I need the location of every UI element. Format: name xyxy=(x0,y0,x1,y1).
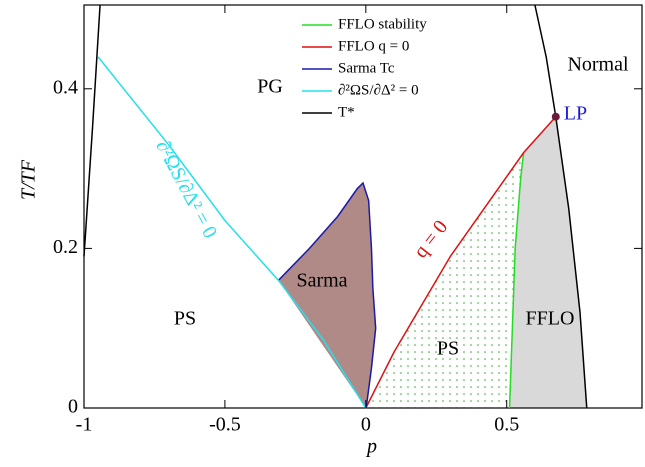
legend-label: Sarma Tc xyxy=(338,60,395,76)
annotation: Normal xyxy=(567,54,629,76)
fflo-region xyxy=(509,116,587,408)
x-axis-label: p xyxy=(365,436,377,458)
curve xyxy=(83,4,588,409)
y-tick-label: 0 xyxy=(68,396,78,418)
point xyxy=(551,112,560,121)
x-tick-label: -0.5 xyxy=(209,414,241,436)
x-tick-label: -1 xyxy=(76,414,93,436)
annotation: PS xyxy=(174,308,196,330)
annotation: PS xyxy=(437,338,459,360)
legend-label: T* xyxy=(338,104,355,120)
y-axis-label: T/TF xyxy=(18,159,40,200)
annotation: PG xyxy=(257,76,283,98)
plot-frame xyxy=(83,4,643,409)
legend-label: FFLO stability xyxy=(338,16,427,32)
annotation: Sarma xyxy=(296,270,347,292)
annotation: ∂²ΩS/∂Δ² = 0 xyxy=(151,137,221,242)
region-fill xyxy=(278,182,376,408)
annotation: q = 0 xyxy=(410,216,453,262)
x-tick-label: 0 xyxy=(361,414,371,436)
point-label: LP xyxy=(564,102,587,124)
curve xyxy=(365,116,557,409)
annotation: FFLO xyxy=(526,308,575,330)
legend-label: FFLO q = 0 xyxy=(338,38,409,54)
curve xyxy=(277,181,377,409)
ps-dotted-region xyxy=(365,152,524,408)
legend-label: ∂²ΩS/∂Δ² = 0 xyxy=(338,82,419,98)
y-tick-label: 0.2 xyxy=(53,236,78,258)
y-tick-label: 0.4 xyxy=(53,76,78,98)
curve xyxy=(508,152,525,409)
curve xyxy=(97,56,367,409)
x-tick-label: 0.5 xyxy=(494,414,519,436)
